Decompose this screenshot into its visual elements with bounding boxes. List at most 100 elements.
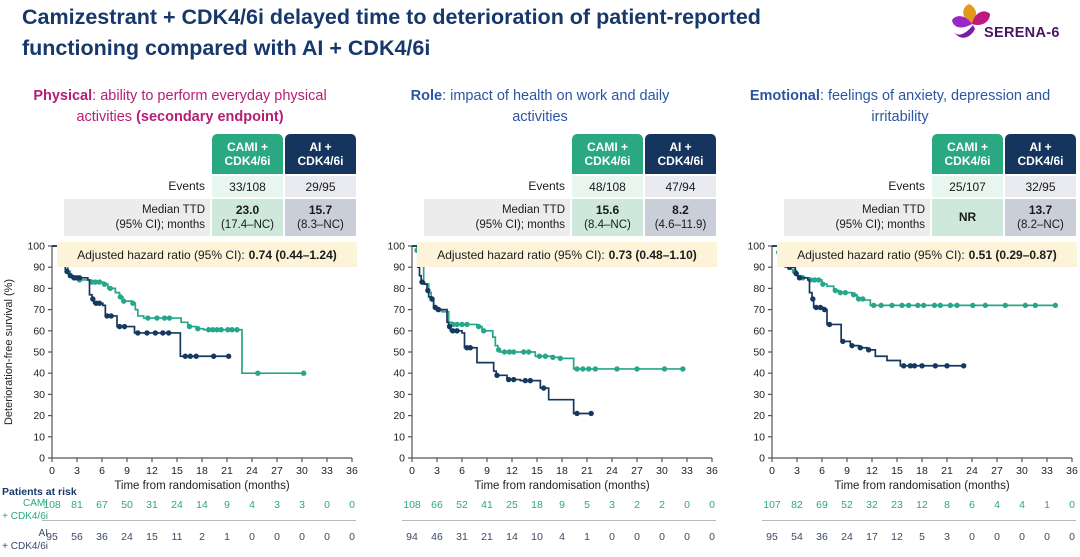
- at-risk-count: 3: [944, 531, 950, 543]
- svg-text:9: 9: [844, 465, 850, 477]
- at-risk-count: 0: [709, 531, 715, 543]
- patients-at-risk-table: Patients at risk CAMI + CDK4/6i AI + CDK4/…: [0, 486, 1080, 557]
- svg-text:15: 15: [531, 465, 543, 477]
- svg-text:18: 18: [916, 465, 928, 477]
- svg-text:100: 100: [747, 241, 765, 253]
- median-ai-value: 8.2 (4.6–11.9): [645, 199, 716, 236]
- logo-text: SERENA-6: [984, 25, 1060, 41]
- at-risk-count: 11: [171, 531, 183, 543]
- at-risk-count: 6: [969, 499, 975, 511]
- risk-row-label-cami: CAMI + CDK4/6i: [0, 498, 48, 523]
- svg-text:10: 10: [393, 431, 405, 443]
- arm-name: CAMI: [23, 498, 48, 509]
- svg-text:30: 30: [1016, 465, 1028, 477]
- events-ai-value: 29/95: [285, 176, 356, 197]
- at-risk-count: 0: [634, 531, 640, 543]
- events-cami-value: 33/108: [212, 176, 283, 197]
- at-risk-count: 25: [506, 499, 518, 511]
- at-risk-count: 3: [299, 499, 305, 511]
- median-ci: (8.4–NC): [584, 218, 631, 231]
- at-risk-count: 32: [866, 499, 878, 511]
- hr-label: Adjusted hazard ratio (95% CI):: [437, 247, 605, 262]
- at-risk-count: 9: [224, 499, 230, 511]
- median-cami-value: 23.0 (17.4–NC): [212, 199, 283, 236]
- column-header-ai: AI + CDK4/6i: [645, 134, 716, 174]
- arm-name: CDK4/6i: [1017, 154, 1064, 168]
- risk-divider: [762, 520, 1076, 521]
- at-risk-count: 66: [431, 499, 443, 511]
- svg-text:90: 90: [33, 262, 45, 274]
- panel-role-subtitle: Role: impact of health on work and daily…: [360, 86, 720, 132]
- at-risk-count: 0: [609, 531, 615, 543]
- arm-name: AI +: [309, 139, 332, 154]
- svg-text:15: 15: [891, 465, 903, 477]
- stats-table-physical: CAMI + CDK4/6i AI + CDK4/6i Events 33/108 …: [64, 134, 356, 236]
- median-label-line: (95% CI); months: [475, 218, 565, 231]
- svg-text:33: 33: [321, 465, 333, 477]
- km-chart-physical: 0 10 20 30 40 50 60 70 80 90 100 0 3 6 9 12 15 18 21 24 27 30…: [0, 238, 360, 496]
- at-risk-count: 108: [403, 499, 421, 511]
- median-ci: (8.3–NC): [297, 218, 344, 231]
- at-risk-count: 0: [709, 499, 715, 511]
- median-value: 13.7: [1028, 202, 1053, 217]
- at-risk-count: 108: [43, 499, 61, 511]
- median-label-line: Median TTD: [141, 204, 205, 217]
- svg-text:70: 70: [753, 304, 765, 316]
- median-value: NR: [958, 210, 977, 224]
- spacer-cell: [64, 134, 210, 174]
- at-risk-count: 0: [684, 531, 690, 543]
- patients-at-risk-header: Patients at risk: [2, 486, 77, 498]
- at-risk-count: 2: [634, 499, 640, 511]
- at-risk-count: 18: [531, 499, 543, 511]
- at-risk-count: 52: [841, 499, 853, 511]
- subtitle-mid: : impact of health on work and daily act…: [442, 88, 670, 126]
- risk-row-label-ai: AI + CDK4/6i: [0, 528, 48, 553]
- serena-flower-icon: [952, 4, 990, 38]
- svg-text:40: 40: [753, 368, 765, 380]
- median-row-label: Median TTD (95% CI); months: [784, 199, 930, 236]
- subtitle-mid: : ability to perform everyday physical a…: [76, 88, 327, 126]
- svg-text:9: 9: [484, 465, 490, 477]
- at-risk-count: 0: [249, 531, 255, 543]
- svg-text:30: 30: [753, 389, 765, 401]
- at-risk-count: 95: [766, 531, 778, 543]
- at-risk-count: 54: [791, 531, 803, 543]
- panel-role: Role: impact of health on work and daily…: [360, 86, 720, 496]
- svg-text:0: 0: [759, 453, 765, 465]
- svg-text:30: 30: [656, 465, 668, 477]
- at-risk-count: 0: [349, 531, 355, 543]
- median-value: 15.7: [308, 202, 333, 217]
- risk-row-cami-role: 108 66 52 41 25 18 9 5 3 2 2 0 0: [360, 499, 720, 512]
- hr-value: 0.73 (0.48–1.10): [608, 247, 697, 262]
- median-cami-value: 15.6 (8.4–NC): [572, 199, 643, 236]
- svg-text:80: 80: [33, 283, 45, 295]
- column-header-cami: CAMI + CDK4/6i: [932, 134, 1003, 174]
- risk-row-ai-role: 94 46 31 21 14 10 4 1 0 0 0 0 0: [360, 531, 720, 544]
- at-risk-count: 23: [891, 499, 903, 511]
- svg-text:Deterioration-free survival (%: Deterioration-free survival (%): [3, 279, 15, 425]
- events-row-label: Events: [528, 179, 565, 193]
- median-cami-value: NR: [932, 199, 1003, 236]
- at-risk-count: 95: [46, 531, 58, 543]
- at-risk-count: 12: [916, 499, 928, 511]
- at-risk-count: 24: [171, 499, 183, 511]
- svg-text:20: 20: [753, 410, 765, 422]
- at-risk-count: 107: [763, 499, 781, 511]
- svg-text:Time from randomisation (month: Time from randomisation (months): [114, 480, 289, 492]
- at-risk-count: 0: [324, 531, 330, 543]
- arm-name: CDK4/6i: [584, 154, 631, 168]
- svg-text:0: 0: [769, 465, 775, 477]
- serena-6-logo: SERENA-6: [944, 0, 1074, 52]
- at-risk-count: 17: [866, 531, 878, 543]
- risk-row-ai-emotional: 95 54 36 24 17 12 5 3 0 0 0 0 0: [720, 531, 1080, 544]
- at-risk-count: 2: [199, 531, 205, 543]
- at-risk-count: 0: [324, 499, 330, 511]
- svg-text:50: 50: [33, 347, 45, 359]
- events-cami-value: 48/108: [572, 176, 643, 197]
- hazard-ratio-banner: Adjusted hazard ratio (95% CI): 0.74 (0.4…: [57, 242, 357, 267]
- median-value: 23.0: [235, 202, 260, 217]
- svg-text:18: 18: [196, 465, 208, 477]
- at-risk-count: 1: [584, 531, 590, 543]
